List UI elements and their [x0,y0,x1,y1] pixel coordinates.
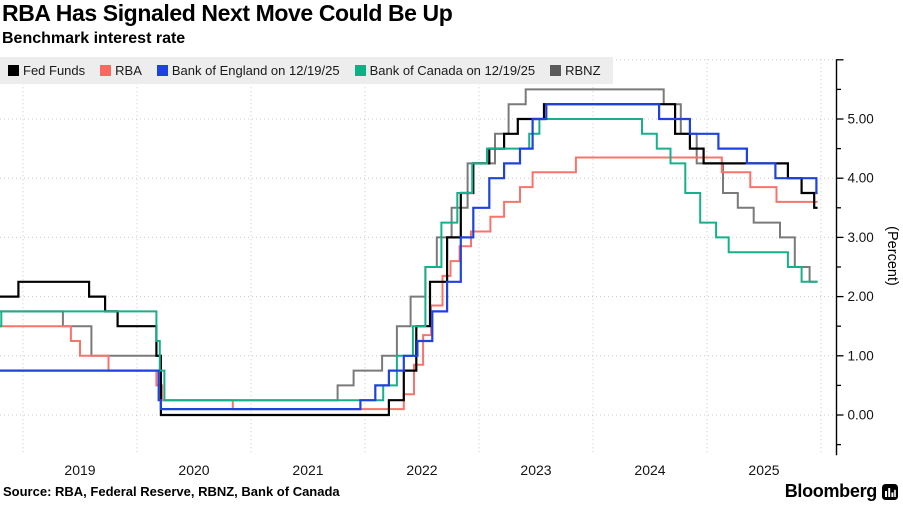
legend-item-rba: RBA [100,63,142,78]
y-axis-title: (Percent) [884,226,900,286]
legend-label: Fed Funds [23,63,86,78]
series-line-rbnz [0,88,818,402]
chart-legend: Fed Funds RBA Bank of England on 12/19/25 B… [0,57,613,84]
legend-swatch-icon [100,65,112,76]
legend-swatch-icon [354,65,366,76]
legend-swatch-icon [156,65,168,76]
chart-plot-area: 0.00 1.00 2.00 3.00 4.00 5.00 (Percent) [0,59,900,456]
source-note: Source: RBA, Federal Reserve, RBNZ, Bank… [3,484,340,499]
y-tick-label: 0.00 [848,408,874,423]
y-tick-label: 4.00 [848,171,874,186]
bloomberg-logo: Bloomberg [785,481,898,502]
legend-item-fed-funds: Fed Funds [8,63,85,78]
legend-label: Bank of Canada on 12/19/25 [369,63,536,78]
series-line-bank-of-england-on-12-19-25 [0,103,818,411]
y-tick-label: 5.00 [848,112,874,127]
legend-swatch-icon [550,65,562,76]
legend-label: RBNZ [565,63,601,78]
x-axis-labels: 2019 2020 2021 2022 2023 2024 2025 [0,462,903,480]
x-tick-label: 2025 [748,462,780,478]
y-tick-label: 1.00 [848,348,874,363]
x-tick-label: 2021 [292,462,324,478]
y-tick-label: 3.00 [848,230,874,245]
bloomberg-terminal-icon [882,483,898,500]
x-tick-label: 2023 [520,462,552,478]
x-tick-label: 2020 [178,462,210,478]
legend-item-bank-of-canada-on-12-19-25: Bank of Canada on 12/19/25 [354,63,536,78]
series-line-bank-of-canada-on-12-19-25 [0,118,818,402]
series-line-fed-funds [0,103,818,417]
bloomberg-wordmark: Bloomberg [784,481,878,501]
legend-item-bank-of-england-on-12-19-25: Bank of England on 12/19/25 [156,63,340,78]
series-lines [0,88,818,417]
x-tick-label: 2022 [406,462,438,478]
chart-title: RBA Has Signaled Next Move Could Be Up [2,0,453,26]
y-axis: 0.00 1.00 2.00 3.00 4.00 5.00 [835,59,874,456]
legend-item-rbnz: RBNZ [550,63,601,78]
x-tick-label: 2024 [634,462,666,478]
legend-label: RBA [115,63,142,78]
y-tick-label: 2.00 [848,289,874,304]
legend-swatch-icon [8,65,19,76]
x-tick-label: 2019 [64,462,96,478]
legend-label: Bank of England on 12/19/25 [171,63,340,78]
chart-subtitle: Benchmark interest rate [2,30,186,47]
gridlines [0,59,837,456]
